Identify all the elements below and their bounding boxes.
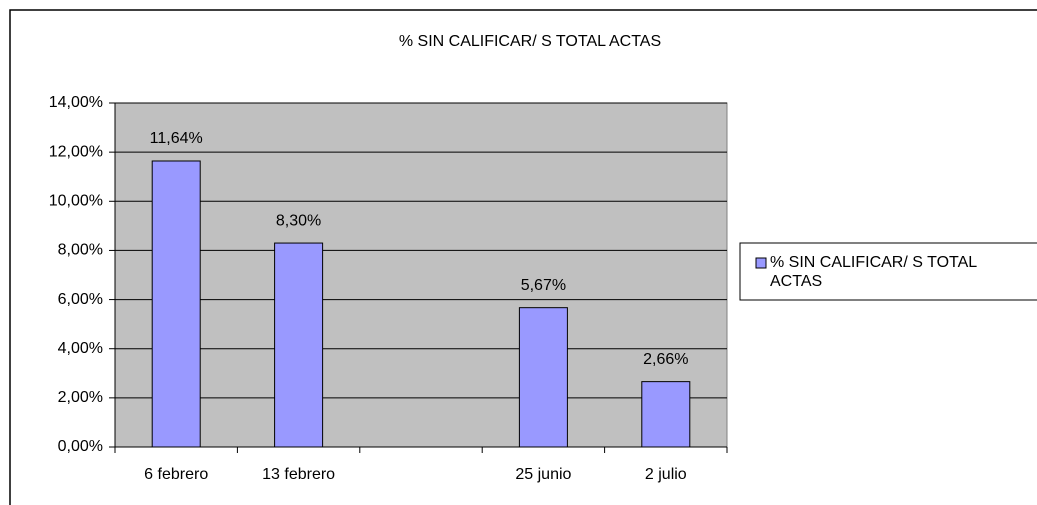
chart-title: % SIN CALIFICAR/ S TOTAL ACTAS — [399, 33, 661, 50]
bar — [151, 160, 201, 448]
data-label: 5,67% — [521, 277, 566, 294]
bar — [641, 381, 691, 448]
y-tick-label: 0,00% — [58, 438, 103, 455]
y-tick-label: 12,00% — [49, 143, 103, 160]
bar — [274, 242, 324, 448]
y-tick-label: 8,00% — [58, 242, 103, 259]
x-tick-label: 6 febrero — [144, 466, 208, 483]
data-label: 2,66% — [643, 351, 688, 368]
plot-area — [114, 102, 728, 448]
chart-border — [9, 9, 1037, 505]
legend-swatch — [755, 257, 767, 269]
data-label: 8,30% — [276, 212, 321, 229]
x-tick-label: 13 febrero — [262, 466, 335, 483]
bar — [518, 307, 568, 448]
legend-label: % SIN CALIFICAR/ S TOTAL ACTAS — [770, 254, 981, 290]
y-tick-label: 14,00% — [49, 94, 103, 111]
y-tick-label: 4,00% — [58, 340, 103, 357]
y-tick-label: 2,00% — [58, 389, 103, 406]
data-label: 11,64% — [150, 130, 203, 147]
x-tick-label: 2 julio — [645, 466, 687, 483]
y-tick-label: 6,00% — [58, 291, 103, 308]
legend-box — [739, 242, 1037, 301]
x-tick-label: 25 junio — [515, 466, 571, 483]
y-tick-label: 10,00% — [49, 193, 103, 210]
